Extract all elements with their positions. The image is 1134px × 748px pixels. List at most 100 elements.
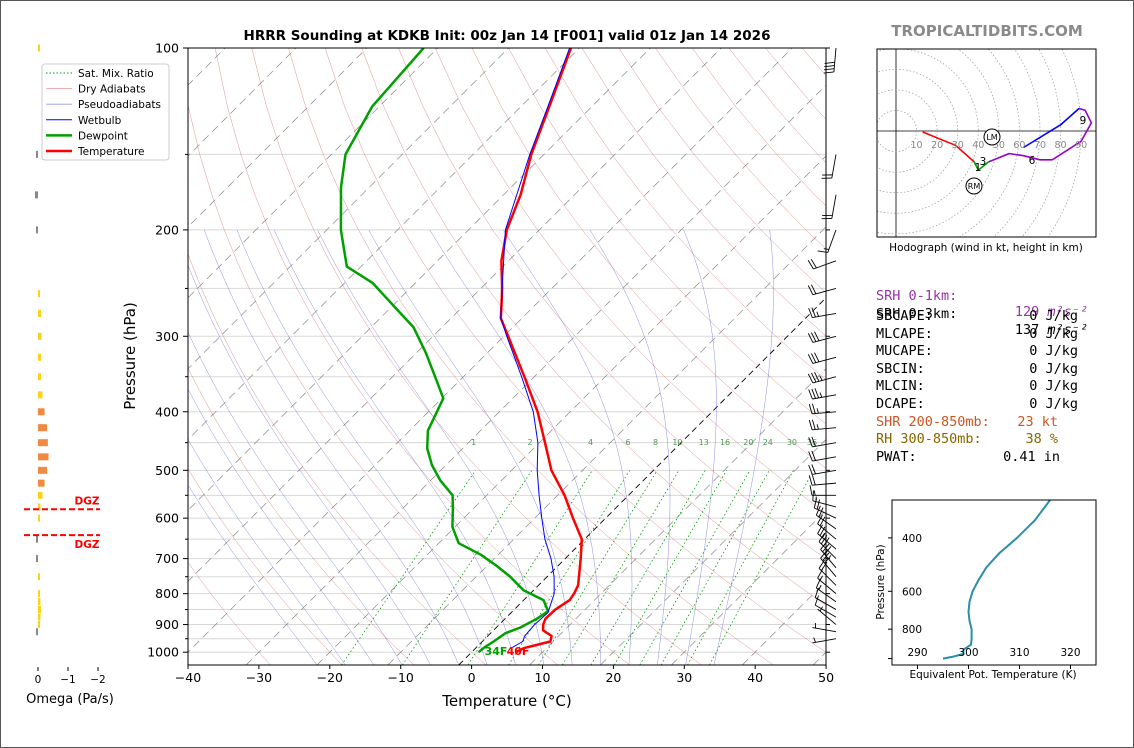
- mixing-ratio-label: 8: [653, 438, 658, 447]
- dry-adiabat: [188, 561, 271, 665]
- x-tick-label: −30: [246, 670, 272, 685]
- hodo-ring: [958, 49, 1020, 237]
- index-value: 0.41 in: [1003, 448, 1060, 465]
- y-tick-label: 500: [155, 463, 179, 478]
- wind-barb: [821, 154, 837, 179]
- pseudoadiabat: [429, 229, 601, 665]
- pseudoadiabat: [188, 388, 374, 665]
- srh-0-1km-unit: m²s⁻²: [1047, 304, 1088, 320]
- dry-adiabat: [188, 367, 415, 665]
- mixing-ratio-line: [341, 470, 476, 665]
- mixing-ratio-label: 16: [720, 438, 730, 447]
- index-row: MUCAPE: 0 J/kg: [876, 343, 1078, 361]
- y-tick-label: 700: [155, 551, 179, 566]
- theta-y-tick-label: 800: [902, 624, 922, 636]
- series-wetbulb: [500, 48, 571, 649]
- y-tick-label: 200: [155, 222, 179, 237]
- dry-adiabat: [188, 103, 558, 665]
- wind-barb: [812, 637, 837, 644]
- index-value: 0 J/kg: [1029, 308, 1078, 324]
- wind-barb: [808, 464, 837, 475]
- y-tick-label: 100: [155, 41, 179, 56]
- omega-bar: [36, 150, 38, 158]
- pseudoadiabat: [317, 229, 545, 665]
- legend-entry: Temperature: [77, 146, 145, 158]
- x-tick-label: 50: [818, 670, 834, 685]
- mixing-ratio-label: 4: [588, 438, 593, 447]
- hodograph-frame: [876, 48, 1097, 238]
- pseudoadiabat: [683, 229, 717, 665]
- wind-barb: [808, 450, 837, 462]
- dry-adiabat: [214, 48, 630, 665]
- wind-barb: [815, 578, 837, 603]
- hodo-height-label: 1: [975, 162, 982, 174]
- index-label: SBCAPE:: [876, 308, 933, 324]
- theta-x-tick-label: 290: [907, 647, 927, 659]
- wind-barb: [807, 258, 837, 270]
- hodo-ring-label: 80: [1055, 140, 1067, 151]
- index-value: 0 J/kg: [1029, 396, 1078, 412]
- x-tick-label: −10: [388, 670, 414, 685]
- mixing-ratio-line: [467, 470, 593, 665]
- theta-x-tick-label: 300: [958, 647, 978, 659]
- index-label: MLCIN:: [876, 378, 925, 395]
- mixing-ratio-label: 6: [625, 438, 630, 447]
- y-tick-label: 400: [155, 404, 179, 419]
- hodo-ring: [877, 89, 938, 173]
- hodo-ring: [1021, 49, 1061, 237]
- x-tick-label: 20: [605, 670, 621, 685]
- theta-e-y-label: Pressure (hPa): [875, 544, 887, 619]
- theta-e-frame: [891, 499, 1097, 666]
- srh-0-1km-value: 129: [1014, 304, 1040, 320]
- mixing-ratio-label: 1: [471, 438, 476, 447]
- wind-barb: [808, 403, 837, 415]
- y-tick-label: 900: [155, 617, 179, 632]
- wind-barb: [809, 485, 836, 496]
- omega-bar: [38, 439, 48, 447]
- hodograph-series: [922, 107, 1093, 172]
- hodo-ring-label: 70: [1034, 140, 1046, 151]
- hodo-ring: [877, 68, 959, 194]
- dry-adiabat: [508, 48, 826, 425]
- hodo-segment: [1051, 107, 1093, 161]
- mixing-ratio-label: 20: [743, 438, 753, 447]
- index-row: DCAPE: 0 J/kg: [876, 396, 1078, 414]
- omega-x-ticks: 0 −1 −2: [35, 667, 106, 686]
- pseudoadiabat: [589, 229, 671, 665]
- index-value: 0 J/kg: [1029, 325, 1078, 342]
- index-row: PWAT: 0.41 in: [876, 449, 1078, 467]
- hodo-height-label: 6: [1029, 155, 1036, 167]
- wind-barb: [821, 194, 837, 220]
- omega-bar: [38, 606, 41, 614]
- isotherm: [188, 48, 793, 653]
- dry-adiabat: [361, 48, 826, 606]
- skewt-x-label: Temperature (°C): [441, 692, 571, 710]
- wind-barb: [807, 371, 837, 384]
- legend-entry: Sat. Mix. Ratio: [78, 68, 154, 80]
- hodograph-caption: Hodograph (wind in kt, height in km): [889, 242, 1083, 254]
- wind-barb: [814, 595, 837, 618]
- wind-barb: [814, 587, 837, 610]
- hodo-ring: [877, 110, 917, 152]
- mixing-ratio-line: [508, 470, 631, 665]
- y-tick-label: 300: [155, 329, 179, 344]
- skewt-series: [339, 48, 584, 654]
- omega-bar: [38, 290, 40, 298]
- wind-barb: [812, 623, 837, 633]
- mixing-ratio-line: [709, 470, 814, 665]
- pseudoadiabat: [188, 484, 318, 665]
- theta-e-ticks: 290 300 310 320 400 600 800: [888, 533, 1081, 669]
- mixing-ratio-line: [538, 470, 658, 665]
- index-row: SBCAPE: 0 J/kg: [876, 308, 1078, 326]
- omega-bar: [38, 590, 40, 598]
- srh-0-1km-row: SRH 0-1km: 129 m²s⁻²: [876, 272, 1088, 320]
- wind-barb: [807, 331, 837, 343]
- isotherm: [316, 155, 826, 665]
- pseudoadiabat: [368, 229, 573, 665]
- storm-motion-label: RM: [968, 182, 981, 191]
- dgz-label: DGZ: [75, 539, 100, 551]
- series-dewpoint: [339, 48, 550, 654]
- omega-x-label: Omega (Pa/s): [26, 692, 114, 707]
- x-tick-label: 0: [468, 670, 476, 685]
- legend-entry: Dewpoint: [78, 130, 128, 142]
